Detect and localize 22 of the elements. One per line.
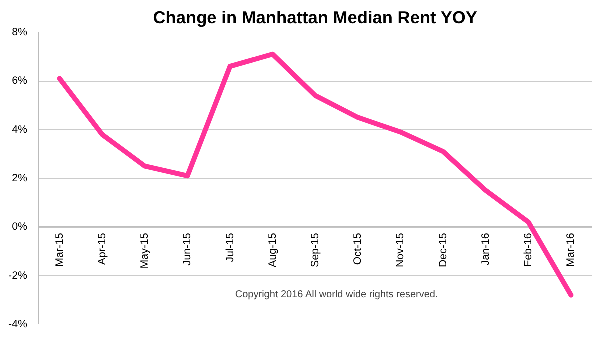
x-tick-label: Mar-16 [565, 233, 578, 267]
x-tick-label: Jan-16 [480, 233, 492, 266]
x-tick-label: Dec-15 [437, 233, 450, 268]
x-tick-label: Feb-16 [522, 233, 535, 267]
y-tick-label: 8% [12, 26, 28, 38]
x-tick-label: May-15 [139, 233, 152, 269]
y-tick-label: -4% [8, 318, 28, 330]
y-tick-label: 6% [12, 75, 28, 88]
x-tick-label: Jun-15 [182, 233, 194, 266]
x-tick-label: Aug-15 [266, 233, 279, 268]
x-tick-label: Oct-15 [352, 233, 364, 266]
x-tick-label: Nov-15 [394, 233, 407, 268]
y-tick-label: -2% [8, 270, 28, 282]
x-tick-label: Mar-15 [54, 233, 66, 267]
y-tick-label: 0% [12, 221, 28, 234]
annotation: Copyright 2016 All world wide rights reserved. [235, 290, 438, 300]
y-tick-label: 4% [12, 124, 28, 136]
x-tick-label: Apr-15 [96, 233, 108, 266]
chart-title: Change in Manhattan Median Rent YOY [153, 8, 478, 28]
y-tick-label: 2% [12, 172, 28, 184]
x-tick-label: Sep-15 [310, 233, 322, 268]
x-tick-label: Jul-15 [224, 233, 236, 262]
